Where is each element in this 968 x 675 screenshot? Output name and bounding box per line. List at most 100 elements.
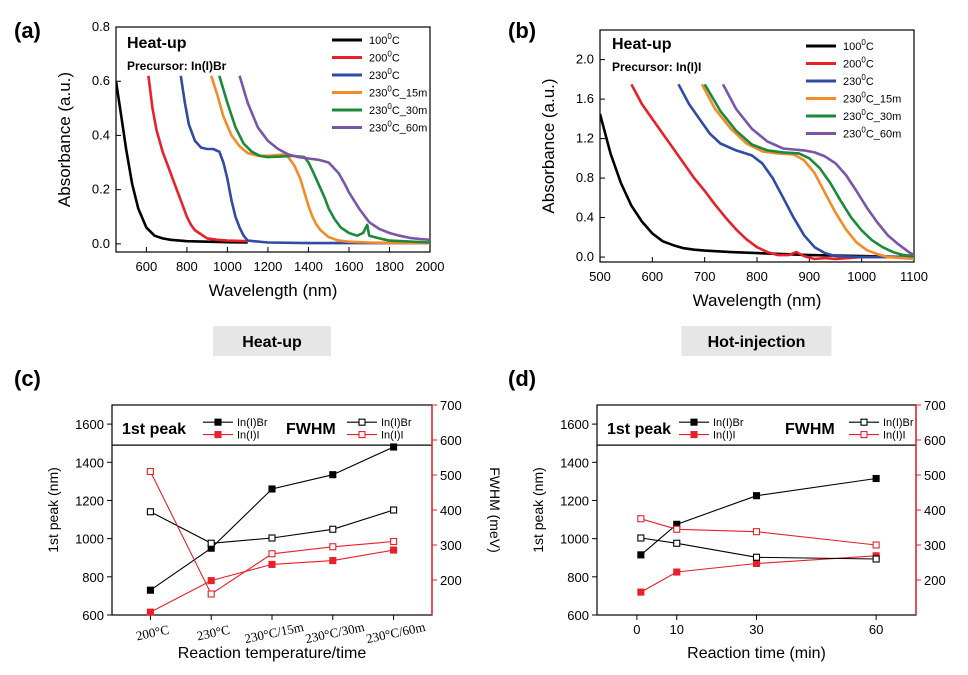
legend-label: In(I)Br (883, 417, 914, 429)
series-line (630, 83, 914, 261)
legend-label: 1000C (369, 32, 400, 47)
legend-marker (358, 431, 366, 439)
legend-label: 2300C (369, 67, 400, 82)
legend-marker (214, 431, 222, 439)
legend-group-label: 1st peak (607, 421, 671, 438)
y-tick-label: 2.0 (576, 52, 594, 67)
x-tick-label: 1400 (294, 259, 323, 274)
y-tick-label: 800 (82, 570, 104, 585)
data-point (207, 590, 215, 598)
chart-title: Heat-up (127, 35, 187, 52)
data-point (752, 528, 761, 536)
data-point (329, 543, 337, 551)
chart-subtitle: Precursor: In(I)Br (127, 59, 227, 73)
series-line (116, 81, 248, 244)
legend-group-label: FWHM (785, 421, 835, 438)
data-point (146, 586, 154, 594)
legend-marker (860, 431, 868, 439)
y-tick-label: 1.6 (576, 91, 594, 106)
legend-label: 2000C (369, 50, 400, 65)
y-tick-label: 0.6 (92, 73, 110, 88)
legend-label: 2300C (843, 73, 874, 88)
y-right-tick-label: 200 (924, 573, 946, 588)
data-point (673, 525, 681, 533)
legend-group-label: 1st peak (122, 421, 186, 438)
y-tick-label: 0.4 (92, 127, 110, 142)
y-tick-label: 800 (567, 570, 589, 585)
x-axis-label: Wavelength (nm) (209, 281, 338, 300)
data-point (637, 588, 645, 596)
series-line (640, 518, 877, 546)
data-point (146, 467, 154, 476)
series-line (238, 75, 430, 242)
y-tick-label: 0.8 (92, 19, 110, 34)
data-point (146, 508, 154, 516)
x-tick-label: 2000 (416, 259, 445, 274)
data-point (872, 555, 880, 563)
data-point (752, 559, 761, 568)
y-axis-label: 1st peak (nm) (530, 467, 546, 553)
legend-label: 2300C_15m (369, 85, 427, 100)
data-point (673, 568, 681, 576)
x-tick-label: 1100 (900, 269, 928, 284)
legend-label: 2300C_60m (843, 126, 901, 141)
y-tick-label: 0.0 (92, 236, 110, 251)
plot-frame (115, 26, 431, 253)
series-lines (600, 83, 914, 261)
legend-label: In(I)I (237, 430, 260, 442)
legend-label: In(I)I (713, 430, 736, 442)
legend-marker (358, 418, 366, 426)
y-axis-label: Absorbance (a.u.) (539, 78, 558, 213)
legend-label: 2300C_30m (843, 108, 901, 123)
y-axis-label: Absorbance (a.u.) (55, 72, 74, 207)
y-tick-label: 1000 (75, 532, 104, 547)
chart-panel-2: Heat-up 600 800 1000 1200 1400 1600 200 300 400 50… (45, 326, 503, 662)
y-tick-label: 0.8 (576, 170, 594, 185)
series-line (703, 83, 914, 258)
y-right-tick-label: 700 (924, 398, 946, 413)
x-tick-label: 200°C (135, 622, 171, 644)
title-box (213, 326, 331, 356)
data-point (752, 553, 761, 561)
data-point (207, 539, 215, 547)
legend-label: 2300C_15m (843, 91, 901, 106)
x-tick-label: 800 (176, 259, 198, 274)
series-line (700, 83, 914, 261)
legend-label: 1000C (843, 38, 874, 53)
series-line (209, 75, 430, 245)
data-point (390, 537, 398, 546)
panel-label: (a) (14, 18, 41, 43)
series-line (640, 477, 877, 556)
series-line (179, 75, 430, 245)
data-point (637, 515, 645, 523)
data-point (673, 539, 681, 547)
y-right-tick-label: 500 (924, 468, 946, 483)
y-right-tick-label: 300 (440, 538, 462, 553)
legend-marker (214, 418, 222, 426)
data-point (329, 557, 337, 565)
data-point (268, 550, 276, 558)
legend-label: In(I)Br (237, 417, 268, 429)
legend-label: In(I)I (883, 430, 906, 442)
panel-label: (c) (14, 366, 41, 391)
x-tick-label: 1000 (847, 269, 876, 284)
series-line (640, 537, 877, 560)
chart-title: Heat-up (242, 334, 302, 351)
chart-title: Hot-injection (708, 334, 806, 351)
x-tick-label: 1000 (213, 259, 242, 274)
y-tick-label: 1.2 (576, 131, 594, 146)
series-line (640, 555, 877, 593)
y-tick-label: 0.2 (92, 182, 110, 197)
data-point (329, 525, 337, 533)
y-right-tick-label: 400 (440, 503, 462, 518)
series-line (721, 83, 914, 257)
y-right-tick-label: 700 (440, 398, 462, 413)
y-tick-label: 0.4 (576, 210, 594, 225)
series-lines (116, 75, 430, 245)
data-point (268, 485, 276, 493)
x-tick-label: 900 (798, 269, 820, 284)
data-point (390, 546, 398, 554)
data-point (329, 471, 337, 479)
legend-label: 2000C (843, 56, 874, 71)
